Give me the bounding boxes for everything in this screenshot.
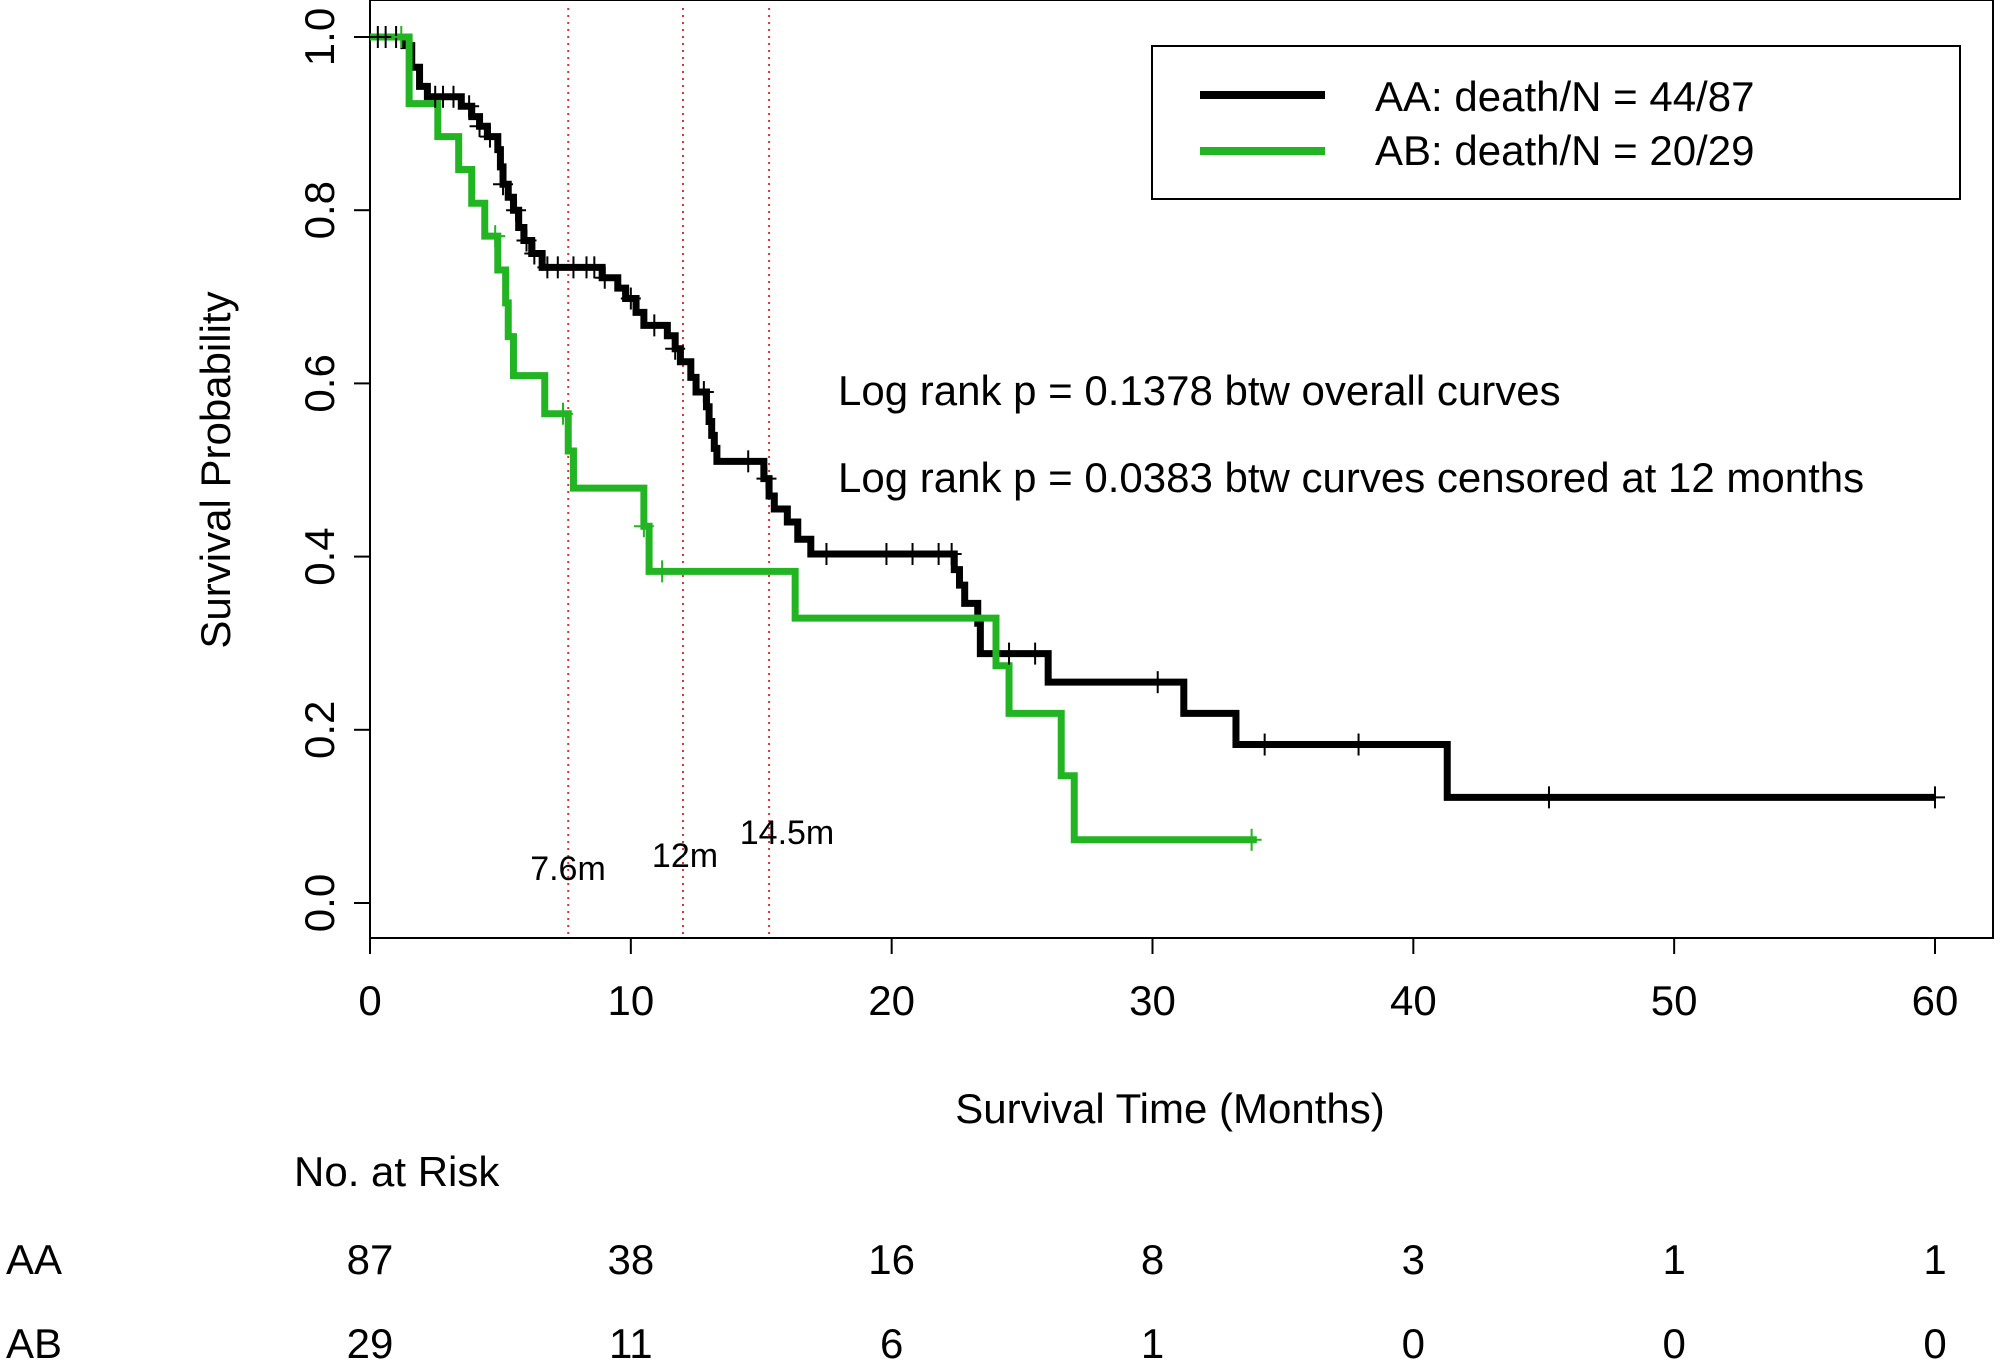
censor-mark-aa-34 xyxy=(1348,733,1369,756)
legend-box xyxy=(1151,45,1961,200)
censor-mark-aa-7 xyxy=(469,115,490,138)
censor-mark-aa-21 xyxy=(665,337,686,360)
censor-mark-aa-26 xyxy=(876,543,897,566)
censor-mark-ab-1 xyxy=(485,225,506,248)
risk-count-aa-10: 38 xyxy=(607,1236,654,1283)
ref-label-14-5m: 14.5m xyxy=(740,814,835,852)
censor-mark-aa-18 xyxy=(594,266,615,289)
legend-label-aa: AA: death/N = 44/87 xyxy=(1375,73,1754,120)
risk-table-title: No. at Risk xyxy=(294,1148,500,1195)
censor-mark-aa-36 xyxy=(1925,786,1945,809)
annotation-logrank-overall: Log rank p = 0.1378 btw overall curves xyxy=(838,367,1561,414)
risk-count-ab-30: 1 xyxy=(1141,1320,1164,1364)
ref-label-7-6m: 7.6m xyxy=(530,850,606,888)
y-tick-label-0: 0.0 xyxy=(296,874,343,932)
y-tick-label-0-8: 0.8 xyxy=(296,181,343,239)
censor-mark-aa-33 xyxy=(1254,733,1275,756)
censor-mark-ab-5 xyxy=(1241,828,1262,851)
x-tick-label-10: 10 xyxy=(607,977,654,1024)
censor-mark-aa-17 xyxy=(584,256,605,279)
censor-mark-ab-4 xyxy=(652,560,673,583)
y-tick-label-0-2: 0.2 xyxy=(296,701,343,759)
censor-mark-aa-20 xyxy=(644,314,665,337)
censor-mark-aa-29 xyxy=(941,543,962,566)
censor-mark-aa-11 xyxy=(516,229,537,252)
censor-mark-aa-25 xyxy=(816,543,837,566)
risk-row-label-ab: AB xyxy=(6,1320,62,1364)
risk-count-ab-20: 6 xyxy=(880,1320,903,1364)
y-axis-label: Survival Probability xyxy=(192,291,239,648)
censor-mark-aa-6 xyxy=(459,95,480,118)
curve-ab xyxy=(370,33,1257,844)
censor-mark-aa-32 xyxy=(1147,671,1168,694)
plot-frame xyxy=(369,0,1994,939)
censor-mark-ab-3 xyxy=(633,515,654,538)
censor-mark-ab-2 xyxy=(553,402,574,425)
censor-mark-aa-30 xyxy=(999,642,1020,665)
risk-count-aa-40: 3 xyxy=(1402,1236,1425,1283)
censor-mark-aa-24 xyxy=(756,467,777,490)
y-tick-label-1: 1.0 xyxy=(296,8,343,66)
censor-mark-aa-23 xyxy=(738,450,759,473)
y-tick-label-0-4: 0.4 xyxy=(296,527,343,585)
censor-mark-aa-31 xyxy=(1025,642,1046,665)
risk-table: No. at Risk AA AB 87 38 16 8 3 1 129 11 6 1 0 0 0 xyxy=(6,1148,1947,1364)
risk-count-ab-50: 0 xyxy=(1662,1320,1685,1364)
x-tick-label-60: 60 xyxy=(1912,977,1959,1024)
risk-count-ab-0: 29 xyxy=(347,1320,394,1364)
risk-count-ab-40: 0 xyxy=(1402,1320,1425,1364)
reference-lines xyxy=(567,8,771,936)
x-tick-label-40: 40 xyxy=(1390,977,1437,1024)
legend: AA: death/N = 44/87 AB: death/N = 20/29 xyxy=(1151,45,1961,200)
risk-count-aa-20: 16 xyxy=(868,1236,915,1283)
x-axis-label: Survival Time (Months) xyxy=(955,1085,1384,1132)
censor-mark-aa-9 xyxy=(493,173,514,196)
risk-count-aa-60: 1 xyxy=(1923,1236,1946,1283)
risk-counts: 87 38 16 8 3 1 129 11 6 1 0 0 0 xyxy=(347,1236,1947,1364)
ref-label-12m: 12m xyxy=(652,837,718,875)
censor-mark-aa-19 xyxy=(620,287,641,310)
censor-mark-aa-10 xyxy=(506,199,527,222)
risk-count-aa-50: 1 xyxy=(1662,1236,1685,1283)
censor-mark-aa-27 xyxy=(902,543,923,566)
censor-marks xyxy=(367,26,1945,851)
risk-count-ab-10: 11 xyxy=(609,1320,653,1364)
x-tick-label-20: 20 xyxy=(868,977,915,1024)
censor-mark-aa-5 xyxy=(443,85,464,108)
annotation-logrank-12m: Log rank p = 0.0383 btw curves censored … xyxy=(838,454,1864,501)
y-tick-label-0-6: 0.6 xyxy=(296,354,343,412)
x-tick-label-30: 30 xyxy=(1129,977,1176,1024)
censor-mark-aa-8 xyxy=(479,125,500,148)
censor-mark-ab-0 xyxy=(391,26,412,48)
risk-count-aa-0: 87 xyxy=(347,1236,394,1283)
censor-mark-aa-22 xyxy=(693,381,714,404)
censor-mark-aa-35 xyxy=(1538,786,1559,809)
risk-count-aa-30: 8 xyxy=(1141,1236,1164,1283)
risk-row-label-aa: AA xyxy=(6,1236,62,1283)
axes: 0 10 20 30 40 50 60 0.0 0.2 0.4 0.6 0.8 1.0 xyxy=(296,8,1958,1024)
legend-label-ab: AB: death/N = 20/29 xyxy=(1375,127,1754,174)
x-tick-label-0: 0 xyxy=(358,977,381,1024)
censor-mark-aa-12 xyxy=(524,242,545,265)
risk-count-ab-60: 0 xyxy=(1923,1320,1946,1364)
x-tick-label-50: 50 xyxy=(1651,977,1698,1024)
